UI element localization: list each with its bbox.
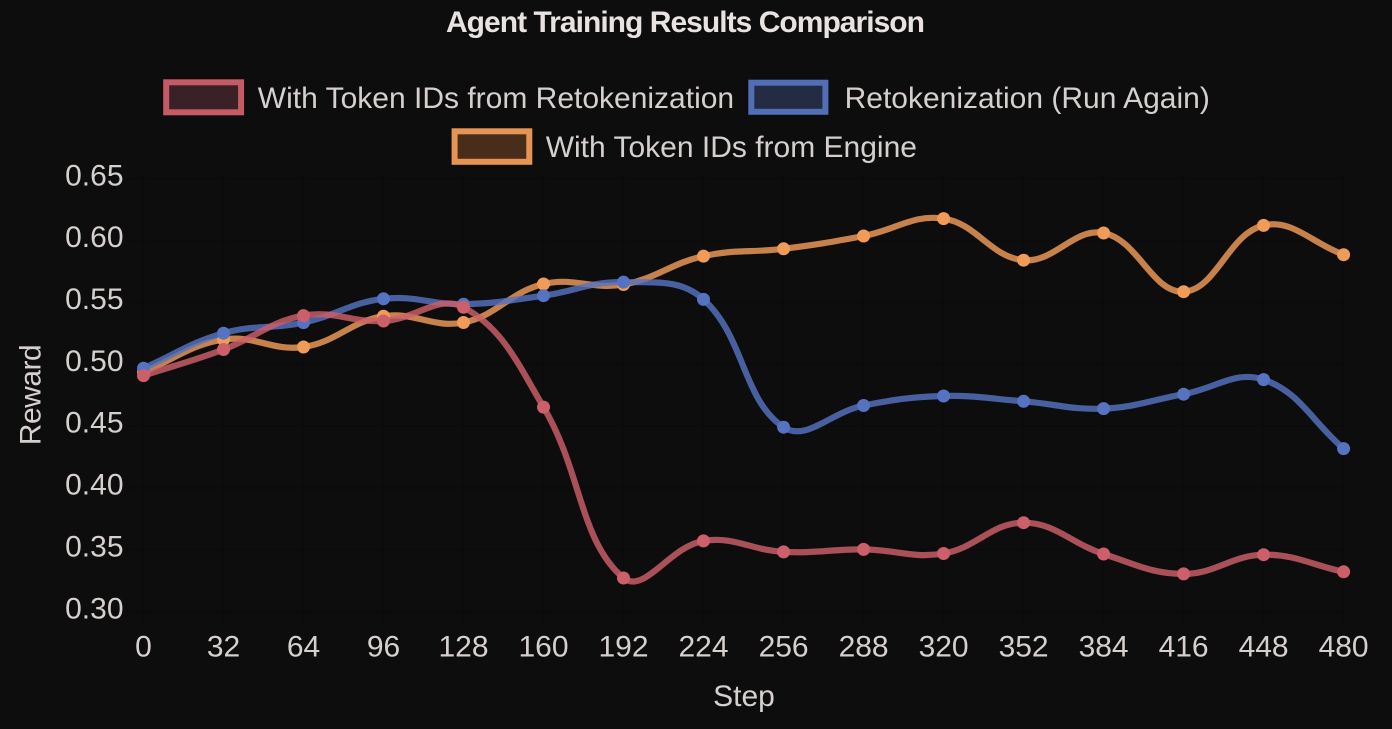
svg-text:0.50: 0.50 [65,345,123,378]
svg-text:0.65: 0.65 [65,159,123,192]
svg-text:416: 416 [1159,631,1209,664]
svg-text:0: 0 [135,631,152,664]
svg-text:Step: Step [713,680,775,713]
svg-text:192: 192 [598,631,648,664]
svg-text:256: 256 [759,631,809,664]
svg-text:160: 160 [518,631,568,664]
svg-text:64: 64 [287,631,320,664]
svg-text:288: 288 [839,631,889,664]
svg-text:96: 96 [367,631,400,664]
svg-text:0.40: 0.40 [65,469,123,502]
svg-text:352: 352 [999,631,1049,664]
svg-text:320: 320 [919,631,969,664]
svg-text:448: 448 [1239,631,1289,664]
svg-text:With Token IDs from Retokeniza: With Token IDs from Retokenization [258,82,734,115]
svg-text:0.60: 0.60 [65,221,123,254]
svg-text:0.35: 0.35 [65,530,123,563]
svg-text:384: 384 [1079,631,1129,664]
svg-text:Reward: Reward [15,345,48,445]
svg-text:32: 32 [207,631,240,664]
svg-text:0.45: 0.45 [65,407,123,440]
svg-text:128: 128 [438,631,488,664]
svg-text:With Token IDs from Engine: With Token IDs from Engine [546,131,917,164]
svg-text:Retokenization (Run Again): Retokenization (Run Again) [845,82,1210,115]
svg-text:0.30: 0.30 [65,592,123,625]
svg-text:0.55: 0.55 [65,283,123,316]
svg-text:224: 224 [678,631,728,664]
svg-text:Agent Training Results Compari: Agent Training Results Comparison [446,6,924,39]
svg-text:480: 480 [1319,631,1369,664]
